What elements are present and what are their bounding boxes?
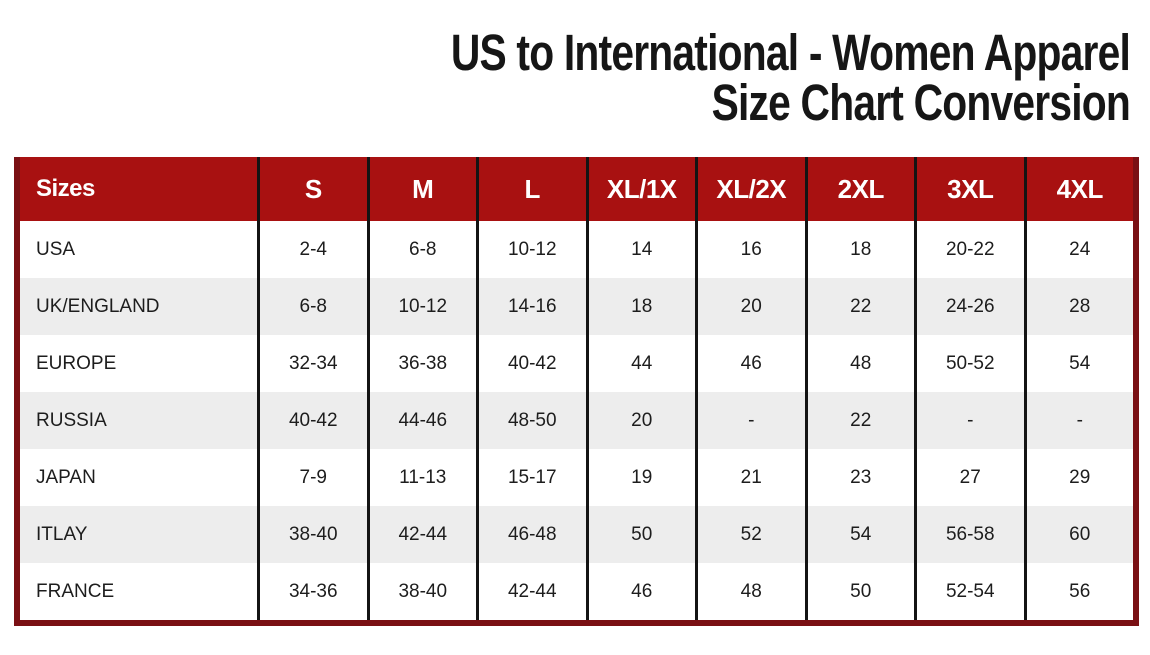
size-value-cell: 50 (585, 506, 696, 563)
column-header-s: S (257, 157, 367, 221)
size-value-cell: 52-54 (914, 563, 1024, 620)
size-value-cell: 21 (695, 449, 805, 506)
size-value-cell: 14 (585, 221, 696, 278)
size-value-cell: 54 (1023, 335, 1134, 392)
page-title-line-2: Size Chart Conversion (711, 74, 1131, 131)
size-value-cell: 18 (804, 221, 915, 278)
table-row: FRANCE 34-36 38-40 42-44 46 48 50 52-54 56 (20, 563, 1133, 620)
size-value-cell: 44 (585, 335, 696, 392)
size-value-cell: 60 (1023, 506, 1134, 563)
table-row: JAPAN 7-9 11-13 15-17 19 21 23 27 29 (20, 449, 1133, 506)
size-value-cell: 27 (914, 449, 1024, 506)
size-value-cell: 11-13 (366, 449, 477, 506)
size-value-cell: 38-40 (366, 563, 477, 620)
size-value-cell: 20 (585, 392, 696, 449)
size-value-cell: 50 (804, 563, 915, 620)
size-value-cell: 23 (804, 449, 915, 506)
table-header-row: Sizes S M L XL/1X XL/2X 2XL 3XL 4XL (20, 157, 1133, 221)
row-label: JAPAN (36, 466, 96, 488)
size-value-cell: 29 (1023, 449, 1134, 506)
column-header-3xl: 3XL (914, 157, 1024, 221)
column-header-2xl: 2XL (804, 157, 915, 221)
column-header-4xl: 4XL (1023, 157, 1134, 221)
size-value-cell: 19 (585, 449, 696, 506)
size-value-cell: 10-12 (366, 278, 477, 335)
size-value-cell: 16 (695, 221, 805, 278)
size-value-cell: 40-42 (476, 335, 586, 392)
column-header-m: M (366, 157, 477, 221)
column-header-sizes: Sizes (36, 175, 95, 202)
size-value-cell: 34-36 (257, 563, 367, 620)
page-title: US to International - Women Apparel Size… (450, 24, 1131, 131)
size-value-cell: 24 (1023, 221, 1134, 278)
size-value-cell: 24-26 (914, 278, 1024, 335)
row-label: FRANCE (36, 580, 115, 602)
size-value-cell: 7-9 (257, 449, 367, 506)
size-value-cell: 14-16 (476, 278, 586, 335)
table-row: USA 2-4 6-8 10-12 14 16 18 20-22 24 (20, 221, 1133, 278)
size-value-cell: 48 (804, 335, 915, 392)
size-value-cell: 6-8 (257, 278, 367, 335)
size-value-cell: 36-38 (366, 335, 477, 392)
size-value-cell: 48-50 (476, 392, 586, 449)
size-value-cell: 20-22 (914, 221, 1024, 278)
size-value-cell: 56-58 (914, 506, 1024, 563)
size-value-cell: 20 (695, 278, 805, 335)
column-header-xl2x: XL/2X (695, 157, 805, 221)
page-title-line-1: US to International - Women Apparel (450, 24, 1131, 81)
size-value-cell: 42-44 (476, 563, 586, 620)
table-row: ITLAY 38-40 42-44 46-48 50 52 54 56-58 60 (20, 506, 1133, 563)
size-value-cell: 52 (695, 506, 805, 563)
table-row: EUROPE 32-34 36-38 40-42 44 46 48 50-52 54 (20, 335, 1133, 392)
size-value-cell: 6-8 (366, 221, 477, 278)
size-conversion-table: Sizes S M L XL/1X XL/2X 2XL 3XL 4XL USA 2… (14, 157, 1139, 626)
size-value-cell: - (1023, 392, 1134, 449)
size-value-cell: - (695, 392, 805, 449)
table-row: RUSSIA 40-42 44-46 48-50 20-22- - (20, 392, 1133, 449)
size-value-cell: 22 (804, 278, 915, 335)
row-label: RUSSIA (36, 409, 107, 431)
size-value-cell: 46 (585, 563, 696, 620)
size-value-cell: 2-4 (257, 221, 367, 278)
size-value-cell: 28 (1023, 278, 1134, 335)
row-label: ITLAY (36, 523, 88, 545)
size-value-cell: 50-52 (914, 335, 1024, 392)
size-value-cell: 54 (804, 506, 915, 563)
column-header-xl1x: XL/1X (585, 157, 696, 221)
row-label: USA (36, 238, 76, 260)
size-value-cell: - (914, 392, 1024, 449)
table-body: USA 2-4 6-8 10-12 14 16 18 20-22 24 UK/ENGLAND 6-8… (20, 221, 1133, 620)
size-value-cell: 15-17 (476, 449, 586, 506)
column-header-l: L (476, 157, 586, 221)
table-row: UK/ENGLAND 6-8 10-12 14-16 18 20 22 24-26 28 (20, 278, 1133, 335)
size-value-cell: 48 (695, 563, 805, 620)
size-value-cell: 44-46 (366, 392, 477, 449)
size-value-cell: 40-42 (257, 392, 367, 449)
size-value-cell: 46 (695, 335, 805, 392)
size-value-cell: 46-48 (476, 506, 586, 563)
size-value-cell: 42-44 (366, 506, 477, 563)
row-label: UK/ENGLAND (36, 295, 160, 317)
size-value-cell: 10-12 (476, 221, 586, 278)
size-value-cell: 32-34 (257, 335, 367, 392)
size-value-cell: 22 (804, 392, 915, 449)
size-value-cell: 38-40 (257, 506, 367, 563)
size-value-cell: 56 (1023, 563, 1134, 620)
row-label: EUROPE (36, 352, 117, 374)
size-value-cell: 18 (585, 278, 696, 335)
